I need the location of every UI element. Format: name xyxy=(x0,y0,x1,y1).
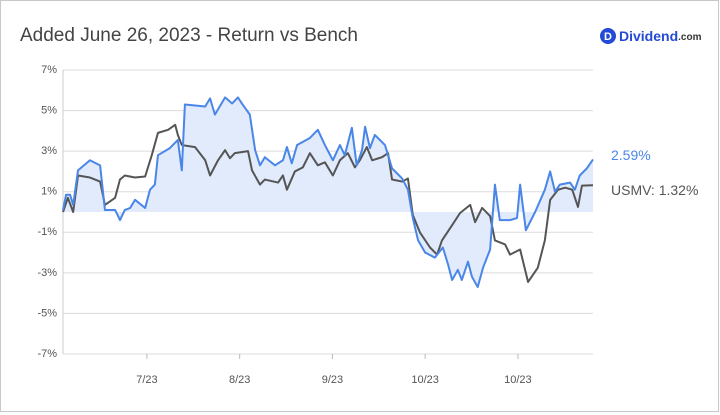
series-line xyxy=(62,96,594,289)
logo: D Dividend.com xyxy=(600,28,702,44)
logo-badge xyxy=(600,28,616,44)
y-tick-label: -7% xyxy=(37,348,57,360)
end-label: USMV: 1.32% xyxy=(611,182,698,198)
y-tick-label: -1% xyxy=(37,226,57,238)
y-tick-label: 5% xyxy=(41,104,57,116)
chart-title: Added June 26, 2023 - Return vs Bench xyxy=(20,25,358,46)
logo-suffix: .com xyxy=(678,32,701,43)
x-tick-label: 10/23 xyxy=(411,374,439,386)
logo-icon: D xyxy=(604,31,612,43)
x-tick-label: 8/23 xyxy=(229,374,250,386)
area-fill xyxy=(63,97,593,288)
y-tick-label: -5% xyxy=(37,307,57,319)
y-tick-label: 3% xyxy=(41,145,57,157)
x-tick-label: 10/23 xyxy=(504,374,532,386)
y-tick-label: 1% xyxy=(41,186,57,198)
y-tick-label: -3% xyxy=(37,267,57,279)
logo-text: Dividend.com xyxy=(619,28,702,44)
logo-name: Dividend xyxy=(619,28,678,44)
series-line xyxy=(62,123,594,283)
x-tick-label: 9/23 xyxy=(322,374,343,386)
end-label: 2.59% xyxy=(611,147,651,163)
y-tick-label: 7% xyxy=(41,64,57,76)
x-tick-label: 7/23 xyxy=(136,374,157,386)
